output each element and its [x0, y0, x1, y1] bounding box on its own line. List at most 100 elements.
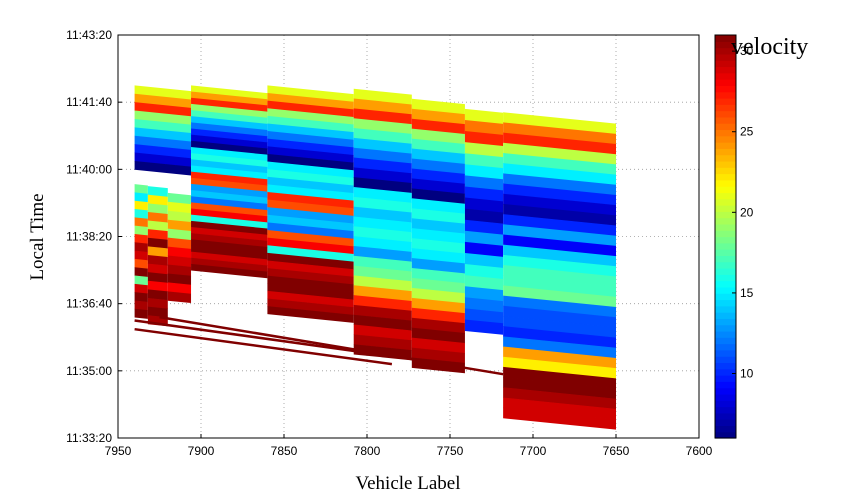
heatmap-band	[147, 306, 168, 318]
heatmap-band	[191, 128, 268, 143]
heatmap-band	[191, 183, 268, 199]
heatmap-band	[147, 211, 168, 223]
heatmap-band	[353, 265, 412, 282]
heatmap-band	[464, 297, 504, 313]
colorbar-segment	[715, 393, 736, 401]
heatmap-band	[134, 160, 192, 176]
heatmap-band	[147, 203, 168, 215]
y-tick-label: 11:43:20	[66, 28, 112, 42]
heatmap-band	[503, 305, 616, 328]
heatmap-band	[267, 85, 354, 103]
heatmap-band	[503, 326, 616, 349]
x-axis-label: Vehicle Label	[356, 473, 461, 494]
heatmap-band	[191, 233, 268, 248]
colorbar-segment	[715, 173, 736, 181]
heatmap-band	[464, 108, 504, 125]
heatmap-band	[191, 134, 268, 149]
colorbar-segment	[715, 154, 736, 162]
heatmap-band	[191, 208, 268, 223]
heatmap-band	[503, 295, 616, 318]
colorbar-segment	[715, 267, 736, 275]
y-tick-label: 11:33:20	[66, 431, 112, 445]
heatmap-band	[167, 273, 192, 286]
colorbar-segment	[715, 160, 736, 168]
heatmap-band	[134, 93, 192, 109]
plot-area	[134, 85, 616, 430]
y-axis-label: Local Time	[27, 193, 48, 280]
heatmap-band	[503, 122, 616, 145]
heatmap-band	[411, 238, 465, 254]
heatmap-band	[147, 194, 168, 206]
colorbar-segment	[715, 85, 736, 93]
colorbar-tick-label: 25	[740, 125, 754, 139]
colorbar-segment	[715, 419, 736, 427]
heatmap-band	[167, 291, 192, 304]
colorbar-tick-label: 20	[740, 205, 754, 219]
colorbar-segment	[715, 236, 736, 244]
colorbar-segment	[715, 142, 736, 149]
heatmap-band	[167, 219, 192, 232]
heatmap-band	[411, 188, 465, 205]
heatmap-band	[353, 108, 412, 125]
heatmap-band	[167, 246, 192, 259]
heatmap-band	[191, 196, 268, 211]
heatmap-band	[353, 324, 412, 341]
colorbar-segment	[715, 60, 736, 68]
heatmap-band	[191, 177, 268, 193]
heatmap-band	[167, 255, 192, 268]
heatmap-band	[267, 123, 354, 141]
colorbar-segment	[715, 368, 736, 376]
colorbar-segment	[715, 293, 736, 301]
x-tick-label: 7750	[437, 444, 464, 458]
colorbar-segment	[715, 286, 736, 294]
heatmap-band	[411, 218, 465, 234]
colorbar-label: velocity	[731, 34, 808, 60]
heatmap-band	[503, 265, 616, 288]
heatmap-band	[503, 254, 616, 277]
heatmap-band	[267, 146, 354, 164]
heatmap-band	[147, 229, 168, 241]
heatmap-band	[191, 97, 268, 112]
heatmap-band	[503, 152, 616, 175]
y-axis-ticks: 11:33:20 11:35:00 11:36:40 11:38:20 11:40:00…	[66, 28, 122, 445]
heatmap-band	[267, 92, 354, 110]
heatmap-band	[191, 140, 268, 156]
heatmap-band	[191, 171, 268, 186]
heatmap-band	[267, 100, 354, 118]
colorbar-segment	[715, 337, 736, 345]
heatmap-band	[503, 112, 616, 135]
heatmap-band	[267, 230, 354, 247]
heatmap-band	[267, 306, 354, 323]
heatmap-band	[167, 210, 192, 223]
heatmap-band	[411, 297, 465, 314]
heatmap-band	[191, 202, 268, 217]
heatmap-band	[267, 290, 354, 308]
heatmap-band	[167, 282, 192, 295]
heatmap-band	[411, 337, 465, 354]
heatmap-band	[411, 208, 465, 224]
colorbar-segment	[715, 47, 736, 55]
heatmap-band	[411, 287, 465, 304]
heatmap-band	[411, 168, 465, 185]
heatmap-band	[191, 146, 268, 162]
heatmap-band	[353, 88, 412, 105]
colorbar-segment	[715, 186, 736, 194]
heatmap-band	[411, 198, 465, 215]
heatmap-band	[267, 298, 354, 316]
heatmap-band	[464, 164, 504, 180]
heatmap-band	[353, 236, 412, 253]
heatmap-band	[411, 158, 465, 175]
colorbar-segment	[715, 72, 736, 80]
heatmap-band	[147, 237, 168, 249]
heatmap-band	[147, 254, 168, 266]
heatmap-band	[503, 132, 616, 155]
heatmap-band	[134, 308, 148, 319]
heatmap-band	[191, 153, 268, 168]
heatmap-band	[267, 161, 354, 179]
heatmap-band	[134, 102, 192, 117]
colorbar-segment	[715, 255, 736, 263]
heatmap-band	[353, 206, 412, 223]
heatmap-band	[191, 190, 268, 205]
heatmap-band	[134, 233, 148, 245]
heatmap-band	[167, 192, 192, 205]
